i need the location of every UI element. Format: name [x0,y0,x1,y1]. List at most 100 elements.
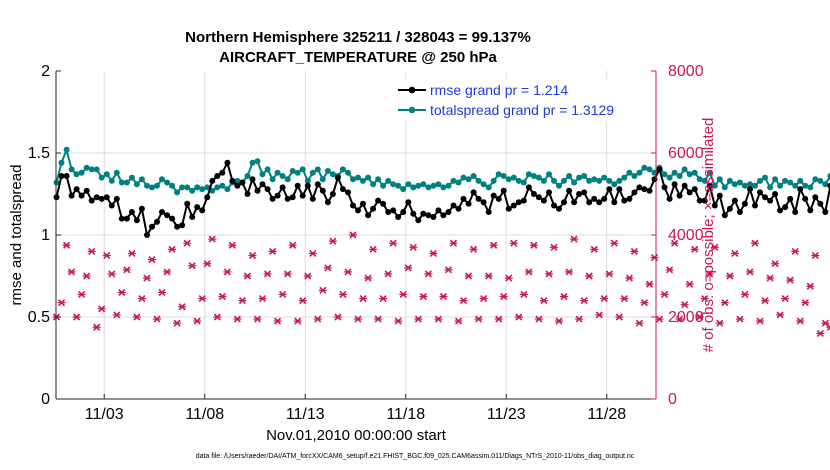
assimilated-point [72,313,81,321]
assimilated-point [379,294,388,303]
totalspread-point [435,181,442,188]
assimilated-point [720,299,729,307]
rmse-point [63,173,70,179]
rmse-point [571,199,578,206]
assimilated-point [524,268,533,276]
rmse-point [164,212,171,219]
x-tick-label: 11/03 [85,406,124,423]
rmse-point [591,195,598,202]
rmse-point [551,202,557,209]
rmse-point [370,205,377,212]
assimilated-point [389,239,398,247]
data-file-footnote: data file: /Users/raeder/DAI/ATM_forcXX/… [196,453,635,460]
x-tick-labels: 11/03 11/08 11/13 11/18 11/23 11/28 [85,406,626,423]
rmse-point [535,194,542,201]
assimilated-point [57,299,66,307]
totalspread-point [706,169,713,176]
assimilated-point [499,292,508,301]
rmse-point [686,189,693,196]
assimilated-point [786,276,795,284]
assimilated-point [283,270,292,278]
assimilated-point [484,272,493,280]
totalspread-point [470,173,477,179]
totalspread-point [314,166,321,173]
totalspread-point [179,184,186,191]
assimilated-point [509,239,518,247]
totalspread-point [591,176,598,183]
assimilated-point [394,317,403,325]
totalspread-point [103,171,110,178]
chart-title-line1: Northern Hemisphere 325211 / 328043 = 99… [185,29,531,46]
totalspread-point [460,174,467,181]
assimilated-point [705,270,714,278]
rmse-point [757,189,763,196]
assimilated-point [635,319,644,327]
rmse-point [601,195,608,202]
totalspread-point [576,174,583,181]
rmse-point [540,197,547,204]
totalspread-point [324,168,331,174]
totalspread-point [169,182,176,189]
rmse-point [68,192,75,199]
totalspread-point [128,174,135,181]
assimilated-point [278,290,287,299]
rmse-point [485,209,492,215]
totalspread-point [118,179,125,186]
totalspread-point [586,177,593,184]
rmse-point [510,202,517,209]
assimilated-point [454,317,463,325]
totalspread-point [410,184,417,191]
assimilated-point [328,237,337,245]
rmse-point [676,192,683,199]
rmse-point [777,207,784,214]
assimilated-point [555,317,564,325]
rmse-point [701,197,708,204]
rmse-point [425,212,432,219]
rmse-point [435,207,442,214]
rmse-point [159,209,165,215]
rmse-point [264,186,271,193]
assimilated-point [308,249,317,258]
rmse-point [561,199,567,206]
totalspread-point [802,182,809,189]
totalspread-point [370,181,377,188]
totalspread-point [304,177,311,184]
assimilated-point [253,315,262,323]
totalspread-point [73,171,80,178]
y-right-axis-label: # of obs: o=possible; ×=assimilated [700,118,717,353]
rmse-point [752,202,758,209]
assimilated-point [464,272,473,280]
totalspread-point [661,171,668,178]
assimilated-point [102,251,111,260]
rmse-point [309,195,316,202]
totalspread-point [741,182,748,189]
rmse-point [495,195,502,202]
rmse-point [616,186,623,193]
assimilated-point [429,249,438,258]
totalspread-point [58,159,65,166]
totalspread-point [480,181,487,188]
assimilated-point [399,290,408,299]
axis-ticks [56,70,656,400]
rmse-point [199,207,206,214]
totalspread-point [731,181,738,188]
rmse-point [259,181,266,188]
rmse-point [450,202,457,209]
assimilated-point [348,231,357,239]
assimilated-point [168,245,177,253]
assimilated-point [715,319,724,327]
assimilated-point [414,315,423,323]
totalspread-point [787,179,794,186]
totalspread-point [264,166,271,173]
rmse-point [611,199,618,206]
totalspread-point [636,169,643,176]
assimilated-point [343,268,352,276]
rmse-point [807,207,814,214]
totalspread-point [138,176,145,183]
assimilated-point [620,294,629,303]
assimilated-point [223,268,232,276]
totalspread-point [375,176,382,183]
x-tick-label: 11/28 [587,406,626,423]
totalspread-point [174,189,181,196]
assimilated-point [67,268,76,276]
